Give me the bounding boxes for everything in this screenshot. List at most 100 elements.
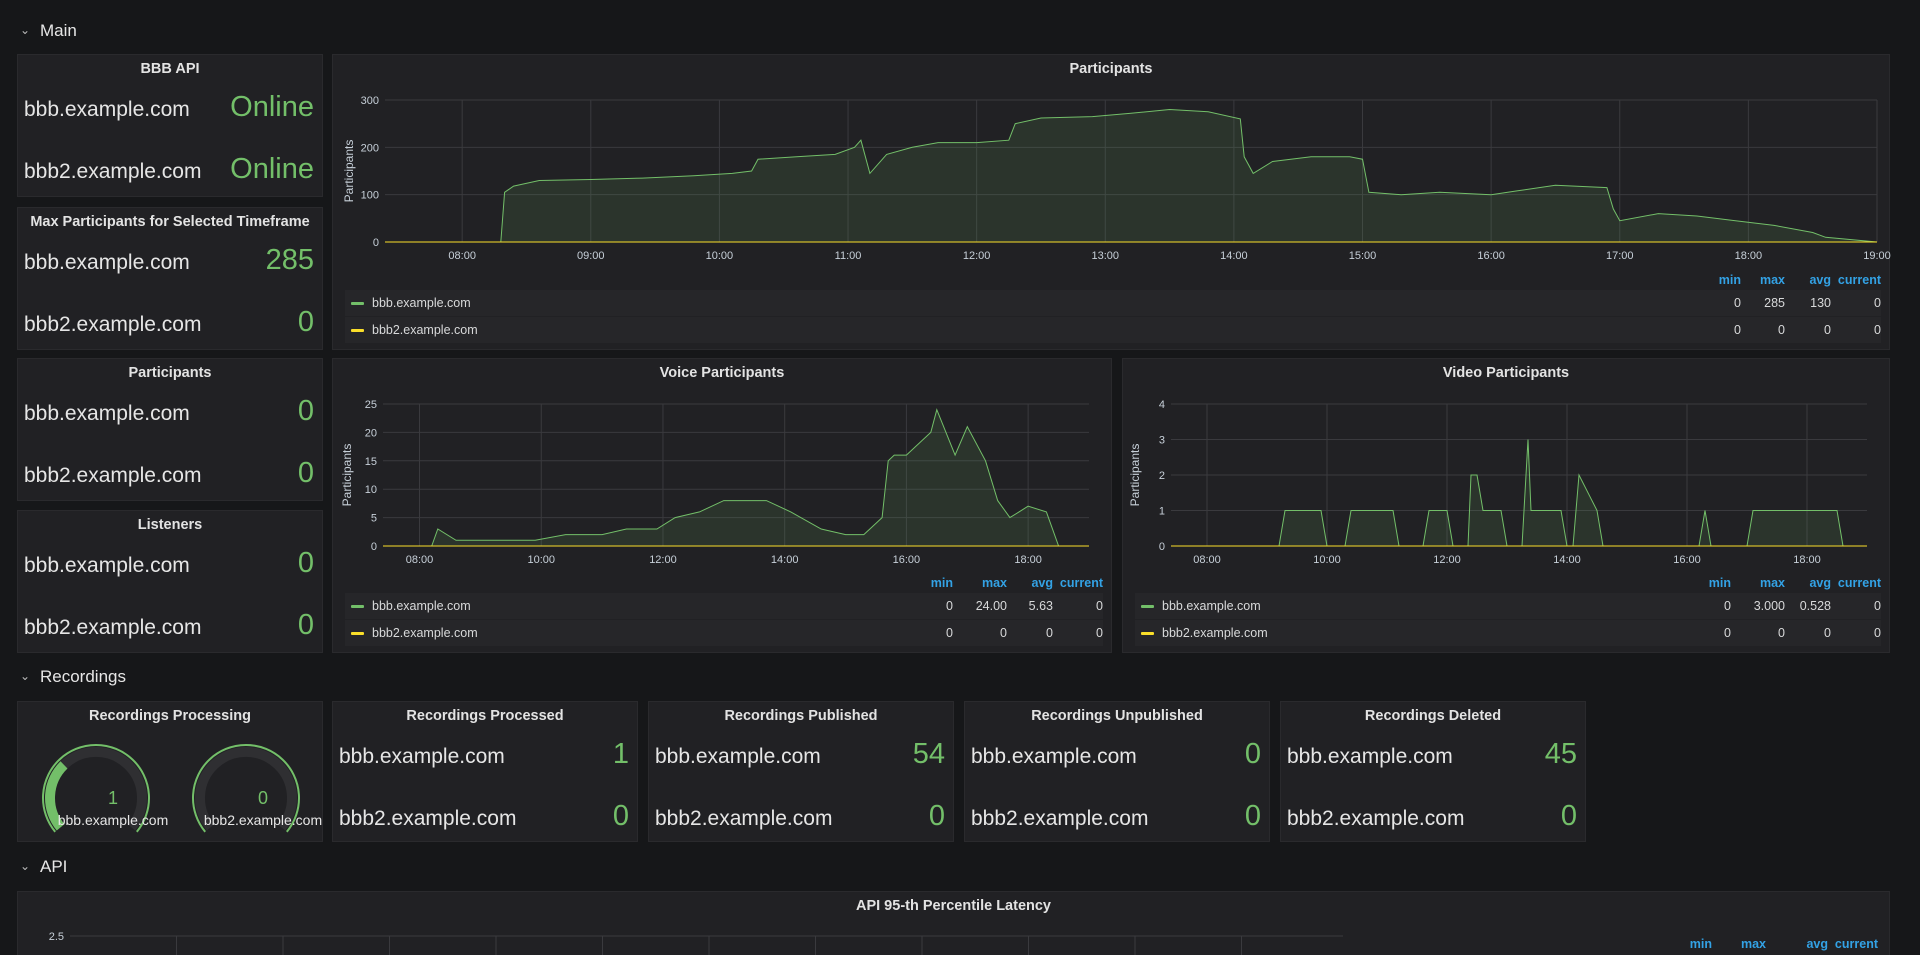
row-main[interactable]: ⌄ Main: [20, 19, 77, 43]
chevron-down-icon: ⌄: [20, 859, 31, 873]
row-recordings[interactable]: ⌄ Recordings: [20, 665, 126, 689]
legend-header: min max avg current: [1518, 934, 1878, 954]
legend-series[interactable]: bbb2.example.com 0 0 0 0: [1135, 620, 1881, 646]
y-tick-label: 15: [365, 456, 377, 468]
gauge-group: [42, 743, 300, 833]
legend-max: 24.00: [975, 599, 1007, 613]
series-name[interactable]: bbb.example.com: [372, 296, 471, 310]
series-name[interactable]: bbb.example.com: [372, 599, 471, 613]
stat-row: bbb.example.com 0: [971, 738, 1261, 771]
legend-col-avg[interactable]: avg: [1809, 576, 1831, 590]
video-participants-chart[interactable]: 0 1 2 3 4 08:00 10:00 12:00 14:00 16:00 18:00 Parti…: [1123, 359, 1891, 584]
y-tick-label: 300: [361, 95, 379, 107]
legend-series[interactable]: bbb2.example.com 0 0 0 0: [345, 317, 1881, 343]
stat-row: bbb2.example.com 0: [1287, 800, 1577, 833]
series-area: [385, 109, 1877, 242]
x-tick-label: 16:00: [893, 554, 921, 566]
legend-col-min[interactable]: min: [930, 576, 953, 590]
stat-host: bbb.example.com: [971, 745, 1137, 768]
stat-host: bbb2.example.com: [24, 313, 202, 336]
panel-title: Recordings Processed: [406, 708, 564, 724]
x-tick-label: 10:00: [706, 250, 734, 262]
x-tick-label: 08:00: [448, 250, 476, 262]
legend-col-max[interactable]: max: [1740, 937, 1766, 951]
chart-legend: min max avg current bbb.example.com 0 24…: [345, 573, 1103, 647]
legend-series[interactable]: bbb.example.com 0 3.000 0.528 0: [1135, 593, 1881, 619]
series-swatch: [351, 631, 364, 635]
series-name[interactable]: bbb2.example.com: [372, 323, 478, 337]
legend-header: min max avg current: [345, 270, 1881, 290]
legend-col-min[interactable]: min: [1708, 576, 1731, 590]
legend-col-max[interactable]: max: [981, 576, 1007, 590]
legend-col-max[interactable]: max: [1759, 576, 1785, 590]
x-tick-label: 08:00: [1193, 554, 1221, 566]
stat-value: 0: [297, 306, 314, 338]
row-api[interactable]: ⌄ API: [20, 855, 67, 879]
legend-header: min max avg current: [345, 573, 1103, 593]
legend-col-current[interactable]: current: [1059, 576, 1103, 590]
stat-value: 1: [612, 738, 629, 770]
y-tick-label: 2: [1159, 470, 1165, 482]
stat-value: 285: [265, 244, 314, 276]
legend-max: 285: [1764, 296, 1785, 310]
legend-col-min[interactable]: min: [1718, 273, 1741, 287]
series-name[interactable]: bbb.example.com: [1162, 599, 1261, 613]
gauge-host: bbb2.example.com: [203, 812, 323, 828]
legend-series[interactable]: bbb.example.com 0 24.00 5.63 0: [345, 593, 1103, 619]
legend-col-min[interactable]: min: [1689, 937, 1712, 951]
legend-col-avg[interactable]: avg: [1031, 576, 1053, 590]
panel-max-participants: Max Participants for Selected Timeframe …: [17, 207, 323, 350]
stat-row: bbb.example.com Online: [24, 91, 314, 124]
series-name[interactable]: bbb2.example.com: [372, 626, 478, 640]
gauge-value: 1: [107, 788, 118, 808]
stat-host: bbb.example.com: [1287, 745, 1453, 768]
stat-value: 0: [1244, 800, 1261, 832]
participants-chart[interactable]: 0 100 200 300 08:00 09:00 10:00 11:00 12:00 13:00…: [333, 55, 1891, 280]
series-area: [383, 409, 1089, 546]
stat-host: bbb.example.com: [24, 98, 190, 121]
gauge-threshold: [42, 743, 150, 833]
stat-value: 0: [297, 609, 314, 641]
panel-title: BBB API: [140, 61, 200, 77]
x-tick-label: 16:00: [1673, 554, 1701, 566]
api-latency-chart[interactable]: 2.5: [18, 892, 1891, 955]
series-line: [383, 408, 1089, 547]
stat-host: bbb.example.com: [24, 251, 190, 274]
y-tick-label: 0: [1159, 541, 1165, 553]
series-swatch: [351, 328, 364, 332]
stat-value: 54: [912, 738, 945, 770]
legend-current: 0: [1096, 626, 1103, 640]
y-tick-label: 0: [371, 541, 377, 553]
legend-col-current[interactable]: current: [1834, 937, 1878, 951]
panel-title: Max Participants for Selected Timeframe: [30, 214, 310, 230]
legend-col-avg[interactable]: avg: [1806, 937, 1828, 951]
x-tick-label: 08:00: [406, 554, 434, 566]
y-tick-label: 3: [1159, 435, 1165, 447]
series-name[interactable]: bbb2.example.com: [1162, 626, 1268, 640]
y-axis-title: Participants: [1128, 444, 1142, 507]
x-tick-label: 12:00: [963, 250, 991, 262]
gauge-value: 0: [257, 788, 268, 808]
voice-participants-chart[interactable]: 0 5 10 15 20 25 08:00 10:00 12:00 14:00 16:00 18:00…: [333, 359, 1113, 584]
panel-title: Participants: [128, 365, 212, 381]
chart-legend: min max avg current bbb.example.com 0 28…: [345, 270, 1881, 344]
legend-avg: 5.63: [1028, 599, 1053, 613]
stat-row: bbb2.example.com 0: [655, 800, 945, 833]
panel-recordings-published: Recordings Published bbb.example.com 54 …: [648, 701, 954, 842]
legend-series[interactable]: bbb.example.com 0 285 130 0: [345, 290, 1881, 316]
stat-row: bbb.example.com 0: [24, 547, 314, 580]
panel-listeners: Listeners bbb.example.com 0 bbb2.example…: [17, 510, 323, 653]
stat-row: bbb.example.com 54: [655, 738, 945, 771]
stat-row: bbb.example.com 45: [1287, 738, 1577, 771]
legend-series[interactable]: bbb2.example.com 0 0 0 0: [345, 620, 1103, 646]
panel-recordings-unpublished: Recordings Unpublished bbb.example.com 0…: [964, 701, 1270, 842]
legend-col-current[interactable]: current: [1837, 273, 1881, 287]
gauge-host: bbb.example.com: [57, 812, 169, 828]
legend-col-avg[interactable]: avg: [1809, 273, 1831, 287]
legend-col-current[interactable]: current: [1837, 576, 1881, 590]
legend-current: 0: [1096, 599, 1103, 613]
legend-col-max[interactable]: max: [1759, 273, 1785, 287]
row-title: API: [40, 857, 68, 876]
legend-max: 0: [1778, 626, 1785, 640]
legend-max: 0: [1000, 626, 1007, 640]
